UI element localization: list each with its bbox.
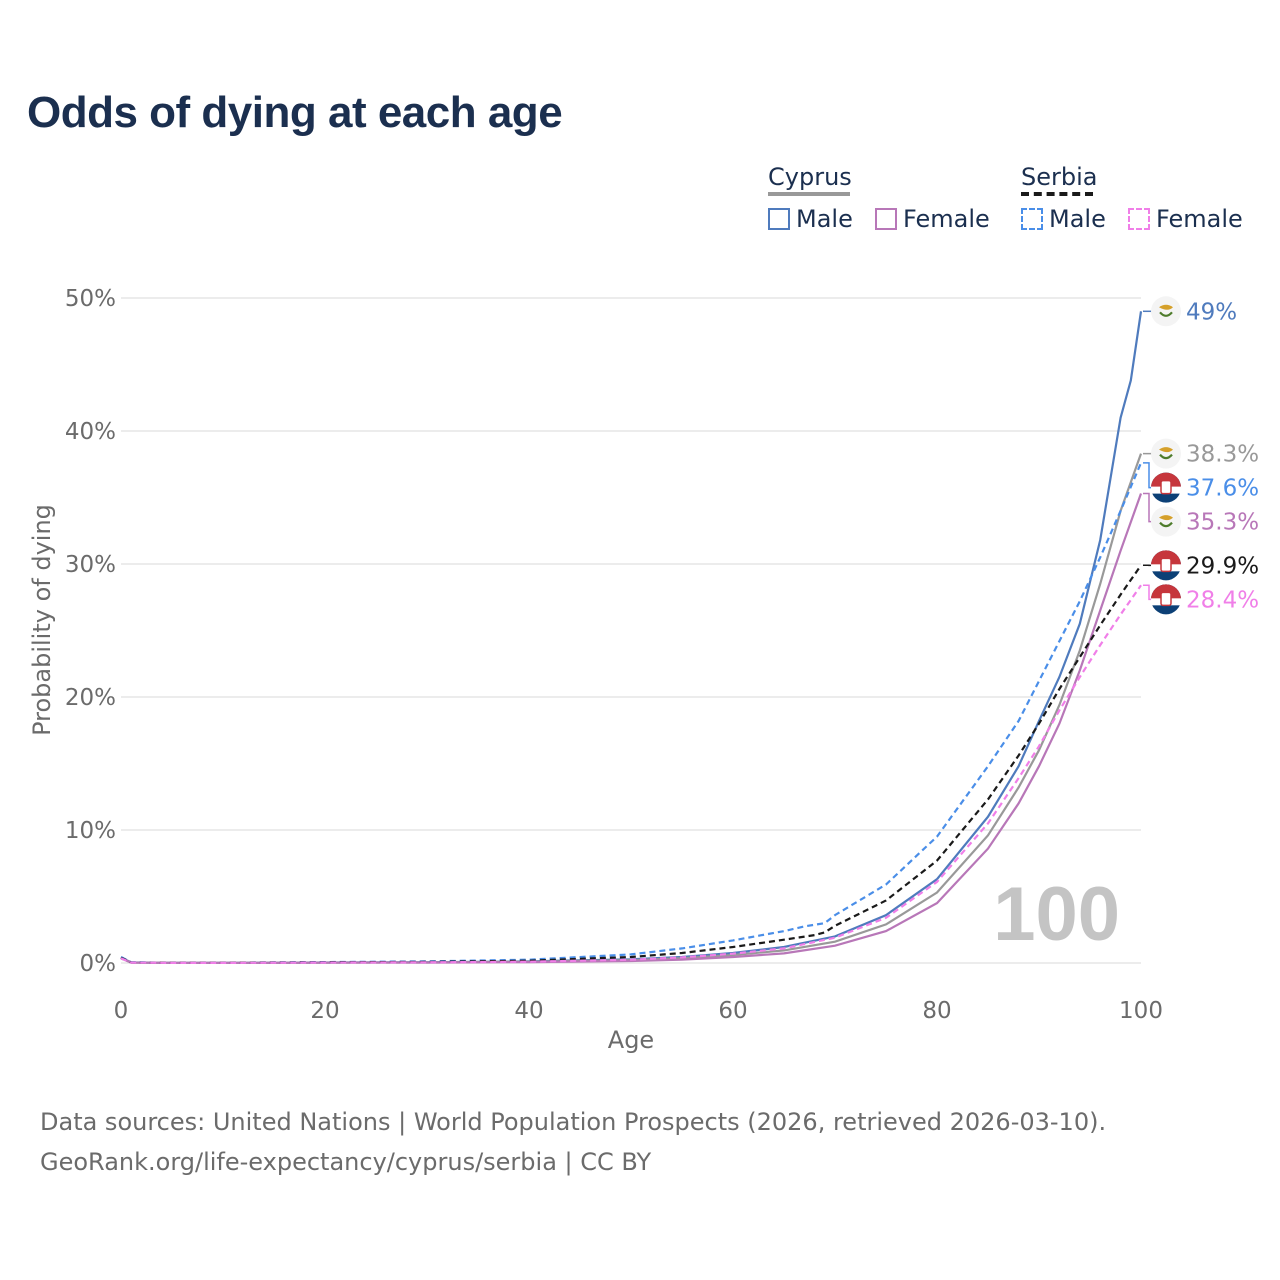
flag-disc [1151, 506, 1181, 537]
legend-country-serbia: Serbia [1021, 163, 1098, 191]
gridlines [121, 297, 1141, 964]
legend-swatch-serbia-male [1021, 208, 1043, 230]
end-label-serbia-female: 28.4% [1186, 587, 1259, 613]
source-line-2[interactable]: GeoRank.org/life-expectancy/cyprus/serbi… [40, 1148, 652, 1176]
serbia-flag-icon [1151, 472, 1181, 503]
flag-emblem [1160, 591, 1172, 607]
flag-disc [1151, 438, 1181, 469]
legend-item-serbia-male[interactable]: Male [1021, 205, 1106, 233]
series-line-serbia-male[interactable] [120, 462, 1143, 964]
legend-cyprus-solid-line [768, 192, 850, 196]
y-tick-label: 0% [80, 951, 117, 977]
x-tick-label: 100 [1119, 998, 1163, 1024]
cyprus-flag-icon [1151, 438, 1181, 469]
flag-emblem [1160, 479, 1172, 495]
flag-emblem [1160, 557, 1172, 573]
series-line-cyprus-male[interactable] [120, 311, 1143, 964]
legend-label-serbia-male: Male [1049, 205, 1106, 233]
source-line-1: Data sources: United Nations | World Pop… [40, 1108, 1107, 1136]
end-label-cyprus-male: 49% [1186, 299, 1237, 325]
flag-island [1159, 304, 1173, 310]
legend-item-cyprus-female[interactable]: Female [875, 205, 990, 233]
legend-label-serbia-female: Female [1156, 205, 1243, 233]
end-label-cyprus-female: 35.3% [1186, 510, 1259, 536]
chart-title: Odds of dying at each age [27, 88, 563, 137]
x-tick-label: 80 [922, 998, 951, 1024]
y-tick-label: 50% [65, 286, 116, 312]
legend-label-cyprus-female: Female [903, 205, 990, 233]
flag-olive-branches [1159, 521, 1173, 528]
legend-country-cyprus: Cyprus [768, 163, 852, 191]
series-lines [120, 311, 1143, 964]
cyprus-flag-icon [1151, 506, 1181, 537]
x-tick-label: 60 [718, 998, 747, 1024]
x-axis-label: Age [608, 1026, 654, 1054]
series-line-serbia-female[interactable] [120, 584, 1142, 964]
y-axis-label: Probability of dying [28, 504, 56, 736]
end-label-serbia-total: 29.9% [1186, 553, 1259, 579]
serbia-flag-icon [1151, 584, 1181, 615]
legend-swatch-cyprus-male [768, 208, 790, 230]
legend-serbia-dashed-line [1021, 192, 1093, 196]
x-tick-labels: 0 20 40 60 80 100 [114, 998, 1163, 1024]
series-line-serbia-total[interactable] [120, 564, 1142, 964]
series-line-cyprus-total[interactable] [120, 453, 1143, 964]
x-tick-label: 0 [114, 998, 129, 1024]
legend-swatch-cyprus-female [875, 208, 897, 230]
y-tick-labels: 0% 10% 20% 30% 40% 50% [65, 286, 116, 977]
end-label-cyprus-total: 38.3% [1186, 442, 1259, 468]
flag-disc [1151, 296, 1181, 327]
legend-item-cyprus-male[interactable]: Male [768, 205, 853, 233]
y-tick-label: 20% [65, 685, 116, 711]
x-tick-label: 40 [514, 998, 543, 1024]
flag-island [1159, 515, 1173, 521]
legend-item-serbia-female[interactable]: Female [1128, 205, 1243, 233]
y-tick-label: 40% [65, 419, 116, 445]
end-label-serbia-male: 37.6% [1186, 476, 1259, 502]
y-tick-label: 10% [65, 818, 116, 844]
legend-swatch-serbia-female [1128, 208, 1150, 230]
flag-island [1159, 447, 1173, 453]
x-tick-label: 20 [310, 998, 339, 1024]
serbia-flag-icon [1151, 550, 1181, 581]
flag-olive-branches [1159, 453, 1173, 460]
y-tick-label: 30% [65, 552, 116, 578]
flag-olive-branches [1159, 311, 1173, 317]
cyprus-flag-icon [1151, 296, 1181, 327]
end-labels: 49% 38.3% 37.6% 35.3% 29.9% 28.4% [1143, 296, 1259, 615]
legend-label-cyprus-male: Male [796, 205, 853, 233]
year-watermark: 100 [993, 872, 1120, 957]
